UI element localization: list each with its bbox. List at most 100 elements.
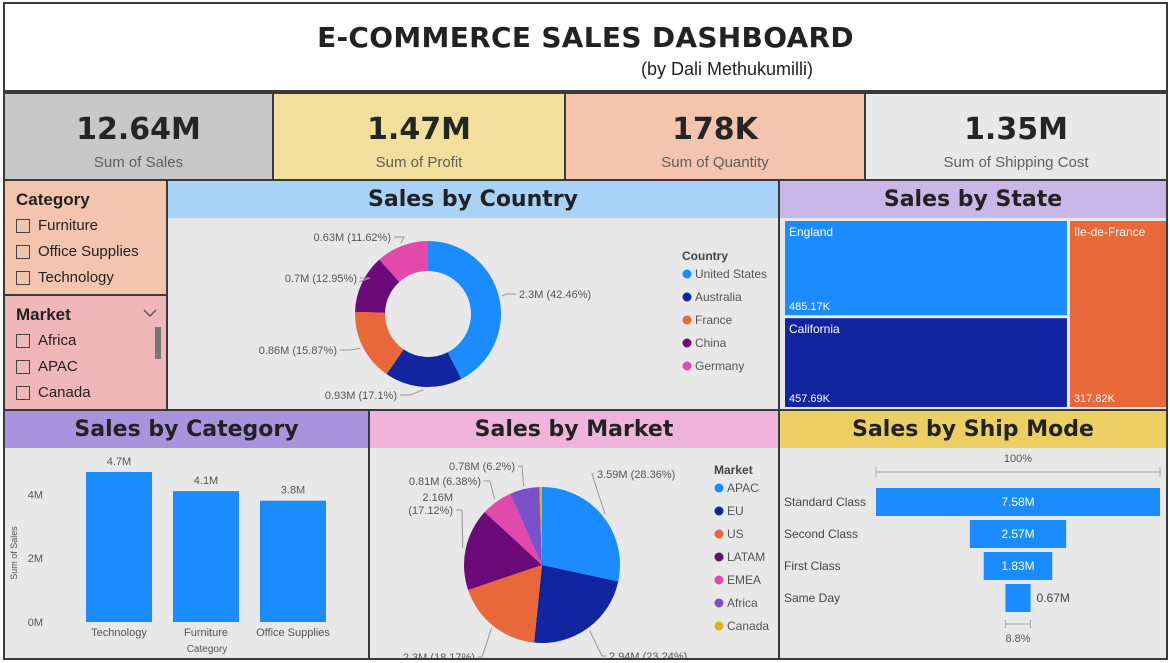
tile-value: 457.69K (789, 393, 831, 405)
legend-label: LATAM (727, 550, 765, 564)
x-tick-label: Technology (91, 627, 147, 639)
data-label: 0.78M (6.2%) (449, 461, 515, 473)
funnel-value-label: 2.57M (1001, 527, 1034, 541)
kpi-label: Sum of Shipping Cost (943, 154, 1089, 171)
leader-line (478, 628, 492, 658)
slice-emea (484, 493, 542, 565)
data-label: 0.7M (12.95%) (285, 273, 357, 285)
funnel-value-label: 1.83M (1001, 559, 1034, 573)
kpi-value: 1.35M (964, 112, 1068, 147)
legend-label: EMEA (727, 573, 761, 587)
x-tick-label: Furniture (184, 627, 228, 639)
panel-title: Sales by State (780, 181, 1166, 218)
data-label: 2.16M (422, 492, 453, 504)
legend-marker (714, 598, 724, 608)
legend-marker (714, 552, 724, 562)
legend-marker (682, 269, 692, 279)
slice-latam (464, 512, 542, 591)
funnel-bar-standard-class (876, 488, 1160, 516)
bar-furniture (173, 491, 239, 622)
tile-label: Ile-de-France (1074, 225, 1146, 239)
legend-label: France (695, 313, 733, 327)
panel-title: Sales by Market (370, 411, 778, 448)
y-tick-label: 0M (28, 617, 43, 629)
panel-title: Sales by Country (168, 181, 778, 218)
category-option-office-supplies[interactable]: Office Supplies (16, 243, 139, 260)
data-label: 0.86M (15.87%) (259, 345, 337, 357)
data-label: 0.63M (11.62%) (314, 232, 391, 244)
tile-value: 485.17K (789, 301, 831, 313)
slice-china (355, 259, 400, 313)
funnel-bar-same-day (1005, 584, 1031, 612)
checkbox[interactable] (16, 333, 30, 348)
market-option-label: Africa (38, 332, 77, 349)
funnel-category-label: First Class (784, 559, 841, 573)
data-label: 3.59M (28.36%) (597, 469, 675, 481)
kpi-label: Sum of Profit (375, 154, 463, 171)
kpi-label: Sum of Sales (93, 154, 184, 171)
legend-marker (682, 315, 692, 325)
legend-marker (714, 575, 724, 585)
legend-label: APAC (727, 481, 759, 495)
checkbox[interactable] (16, 270, 30, 285)
header-box: E-COMMERCE SALES DASHBOARD (by Dali Meth… (3, 2, 1168, 92)
kpi-value: 178K (672, 112, 758, 147)
slice-united-states (428, 241, 502, 379)
market-option-label: APAC (38, 358, 78, 375)
leader-line (501, 293, 516, 297)
y-tick-label: 2M (28, 553, 43, 565)
data-label: 2.3M (18.17%) (403, 652, 475, 658)
legend-marker (682, 361, 692, 371)
slice-australia (386, 349, 462, 387)
sales-by-ship-mode-panel: Sales by Ship Mode 100% Standard Class 7.5… (778, 409, 1168, 660)
sales-by-category-panel: Sales by Category 0M 2M 4M 4.7M Technology 4.… (3, 409, 370, 660)
data-label: 2.94M (23.24%) (609, 651, 687, 658)
slice-africa (510, 487, 542, 565)
leader-line (484, 480, 496, 500)
funnel-value-label: 0.67M (1037, 591, 1070, 605)
legend-marker (682, 292, 692, 302)
bar-value-label: 3.8M (281, 485, 305, 497)
chevron-down-icon[interactable] (143, 309, 157, 318)
legend-marker (714, 529, 724, 539)
category-option-technology[interactable]: Technology (16, 269, 114, 286)
checkbox[interactable] (16, 359, 30, 374)
sales-by-country-panel: Sales by Country 2.3M (42.46%) 0.93M (17.… (166, 179, 780, 411)
market-option-canada[interactable]: Canada (16, 384, 91, 401)
kpi-card-quantity: 178K Sum of Quantity (564, 92, 866, 181)
category-option-label: Office Supplies (38, 243, 139, 260)
panel-title: Sales by Ship Mode (780, 411, 1166, 448)
state-treemap-chart: England 485.17K California 457.69K Ile-de-Fr… (785, 221, 1166, 407)
slice-france (355, 311, 404, 375)
kpi-card-shipping-cost: 1.35M Sum of Shipping Cost (864, 92, 1168, 181)
data-label: 2.3M (42.46%) (519, 289, 591, 301)
kpi-value: 12.64M (76, 112, 201, 147)
kpi-label: Sum of Quantity (661, 154, 769, 171)
tile-value: 317.82K (1074, 393, 1116, 405)
category-option-furniture[interactable]: Furniture (16, 217, 98, 234)
checkbox[interactable] (16, 385, 30, 400)
market-option-africa[interactable]: Africa (16, 332, 76, 349)
dashboard-title: E-COMMERCE SALES DASHBOARD (317, 21, 854, 54)
checkbox[interactable] (16, 218, 30, 233)
country-donut-chart: 2.3M (42.46%) 0.93M (17.1%) 0.86M (15.87%)… (259, 232, 767, 402)
legend-label: Australia (695, 290, 742, 304)
market-slicer-title: Market (16, 305, 71, 324)
leader-line (394, 236, 405, 244)
legend-label: Canada (727, 619, 769, 633)
scrollbar-thumb[interactable] (155, 327, 161, 359)
data-label: 0.93M (17.1%) (325, 390, 397, 402)
bar-value-label: 4.7M (107, 456, 131, 468)
leader-line (340, 347, 361, 351)
top-percent-label: 100% (1004, 453, 1032, 465)
kpi-value: 1.47M (367, 112, 471, 147)
y-tick-label: 4M (28, 489, 43, 501)
market-option-apac[interactable]: APAC (16, 358, 78, 375)
data-label: (17.12%) (408, 505, 453, 517)
kpi-card-profit: 1.47M Sum of Profit (272, 92, 566, 181)
checkbox[interactable] (16, 244, 30, 259)
market-option-label: Canada (38, 384, 91, 401)
treemap-tile-california (785, 318, 1067, 407)
slice-germany (379, 241, 428, 282)
legend-title: Country (682, 249, 728, 263)
